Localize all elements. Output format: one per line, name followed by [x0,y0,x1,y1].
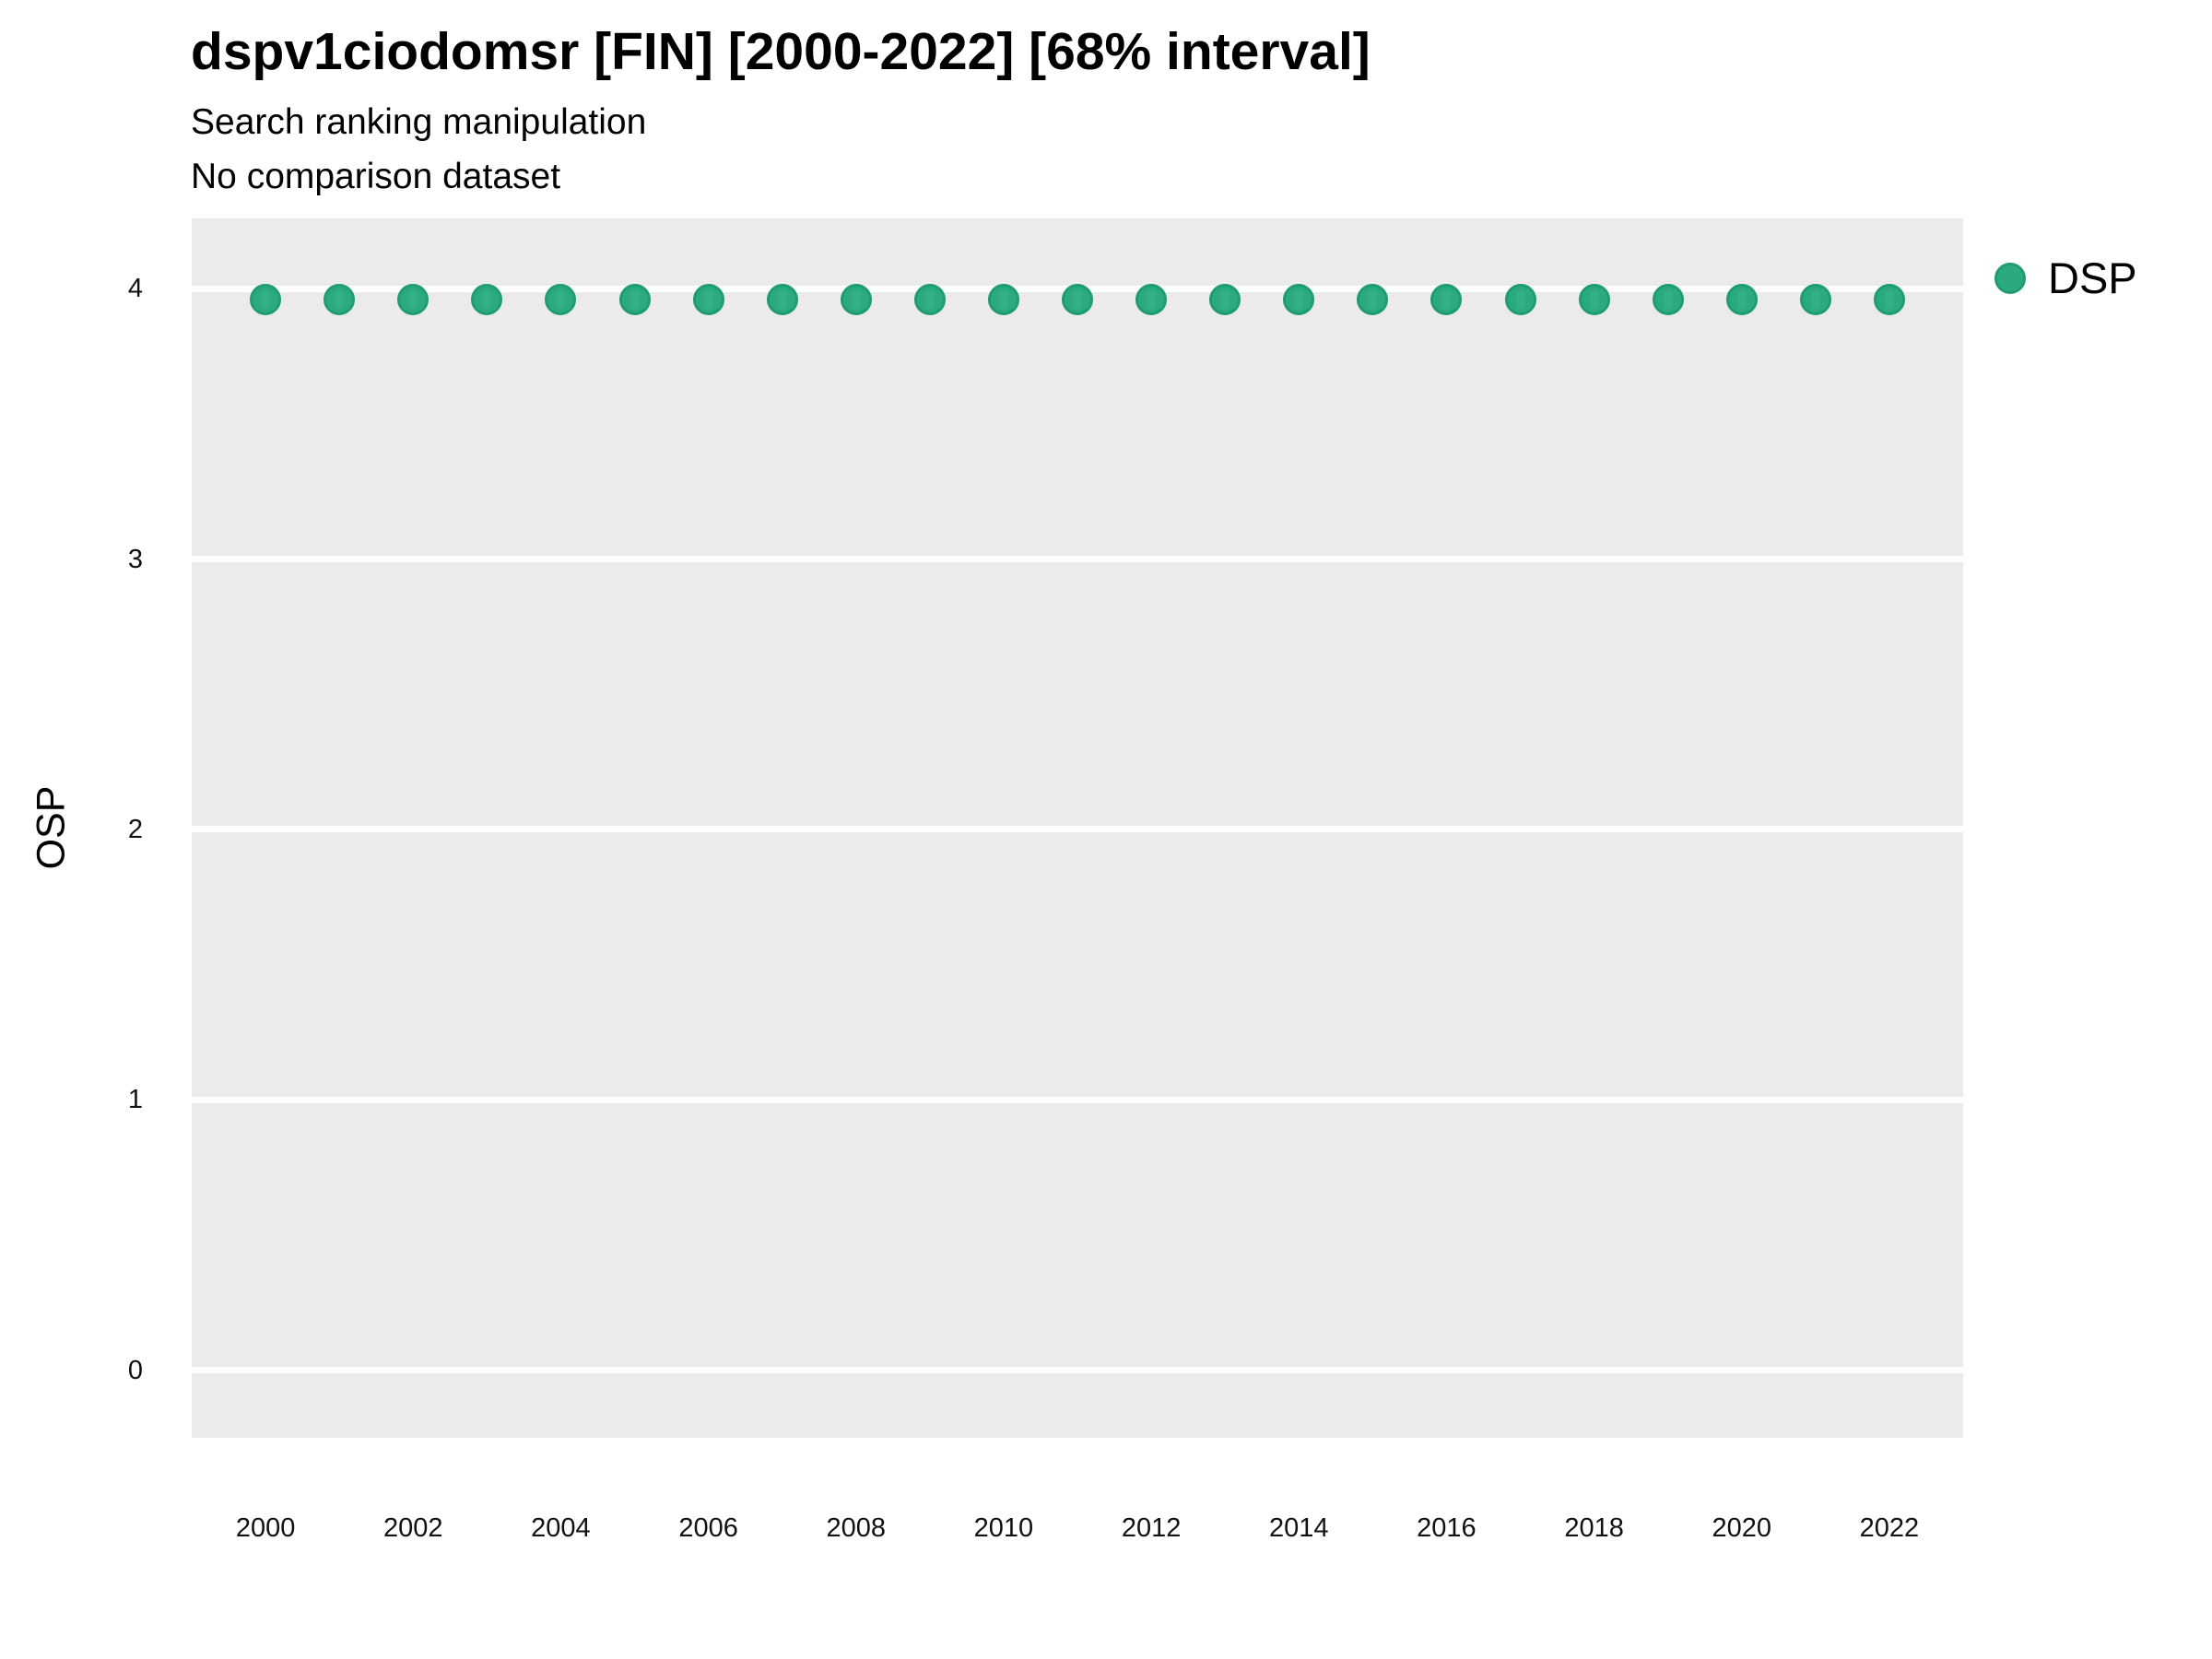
data-point-2012 [1135,284,1168,315]
data-point-2016 [1430,284,1463,315]
x-tick-label: 2004 [531,1513,591,1543]
data-point-2014 [1283,284,1315,315]
plot-panel [192,218,1963,1438]
y-tick-label: 0 [127,1355,143,1385]
data-point-2006 [692,284,724,315]
x-tick-label: 2002 [382,1513,443,1543]
data-point-2002 [397,284,429,315]
y-tick-label: 1 [127,1085,143,1115]
legend: DSP [1994,253,2137,303]
x-tick-label: 2016 [1417,1513,1477,1543]
data-point-2013 [1209,284,1241,315]
data-point-2001 [324,284,356,315]
gridline-y-3 [192,556,1963,563]
data-point-2004 [545,284,577,315]
data-point-2019 [1652,284,1684,315]
data-point-2009 [913,284,946,315]
data-point-2010 [987,284,1019,315]
y-tick-label: 2 [127,814,143,844]
legend-circle-icon [1994,263,2026,294]
data-point-2000 [250,284,282,315]
data-point-2020 [1725,284,1758,315]
x-tick-label: 2000 [235,1513,296,1543]
data-point-2005 [618,284,651,315]
chart-subtitle: Search ranking manipulation [191,102,647,142]
gridline-y-1 [192,1096,1963,1103]
x-tick-label: 2022 [1859,1513,1920,1543]
data-point-2017 [1504,284,1536,315]
x-tick-label: 2018 [1564,1513,1624,1543]
y-tick-label: 3 [127,544,143,574]
legend-label-dsp: DSP [2048,253,2137,302]
chart-note: No comparison dataset [191,157,561,196]
data-point-2007 [766,284,798,315]
data-point-2022 [1873,284,1905,315]
data-point-2008 [840,284,872,315]
gridline-y-0 [192,1367,1963,1374]
x-tick-label: 2010 [973,1513,1034,1543]
chart-title: dspv1ciodomsr [FIN] [2000-2022] [68% int… [191,22,1371,81]
data-point-2021 [1799,284,1831,315]
x-tick-label: 2006 [678,1513,738,1543]
data-point-2018 [1578,284,1610,315]
data-point-2003 [471,284,503,315]
x-tick-label: 2012 [1121,1513,1182,1543]
data-point-2015 [1357,284,1389,315]
x-tick-label: 2008 [826,1513,886,1543]
x-tick-label: 2014 [1268,1513,1329,1543]
data-point-2011 [1062,284,1093,315]
y-tick-label: 4 [127,274,143,304]
x-tick-label: 2020 [1712,1513,1771,1543]
gridline-y-2 [192,826,1963,833]
